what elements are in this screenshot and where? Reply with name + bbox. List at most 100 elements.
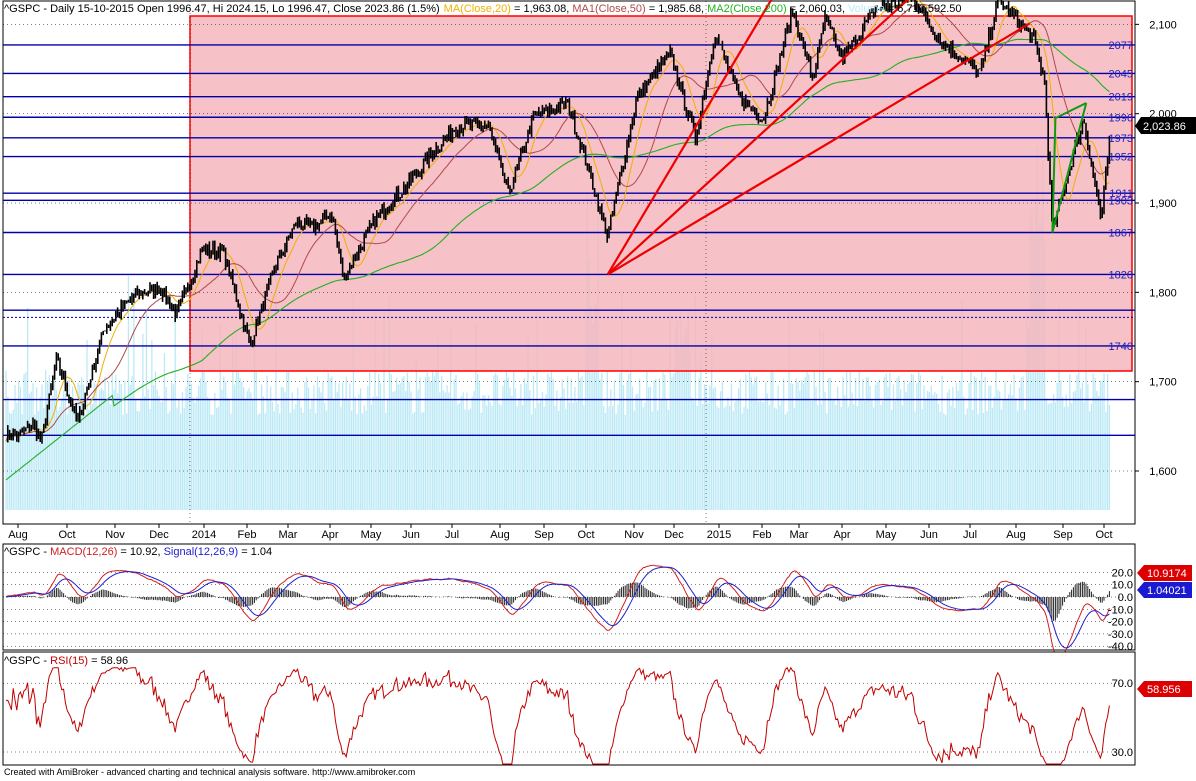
volume-bar bbox=[914, 411, 916, 510]
volume-bar bbox=[604, 412, 607, 510]
volume-bar bbox=[804, 376, 806, 510]
volume-bar bbox=[640, 399, 643, 510]
volume-bar bbox=[441, 376, 443, 510]
volume-bar bbox=[122, 414, 124, 510]
volume-bar bbox=[624, 414, 626, 510]
volume-bar bbox=[451, 399, 454, 510]
volume-bar bbox=[41, 384, 43, 510]
rsi-tick-label: 70.0 bbox=[1112, 678, 1133, 690]
price-tick-label: 1,800 bbox=[1149, 287, 1177, 299]
volume-bar bbox=[423, 412, 425, 510]
volume-bar bbox=[194, 402, 196, 510]
volume-bar bbox=[459, 403, 461, 510]
volume-bar bbox=[795, 378, 797, 510]
volume-bar bbox=[468, 410, 470, 510]
volume-bar bbox=[552, 379, 554, 510]
volume-bar bbox=[988, 385, 990, 510]
level-label: 1903 bbox=[1109, 195, 1133, 207]
volume-bar bbox=[714, 386, 716, 510]
volume-bar bbox=[786, 411, 788, 510]
volume-bar bbox=[174, 318, 176, 510]
volume-bar bbox=[876, 381, 878, 510]
date-tick-label: Dec bbox=[664, 529, 684, 541]
volume-bar bbox=[306, 377, 308, 510]
volume-bar bbox=[1006, 400, 1008, 510]
volume-bar bbox=[613, 380, 616, 510]
date-tick-label: Mar bbox=[279, 529, 298, 541]
volume-bar bbox=[387, 399, 389, 510]
volume-bar bbox=[889, 372, 891, 510]
volume-bar bbox=[385, 412, 387, 510]
volume-bar bbox=[273, 411, 275, 510]
volume-bar bbox=[1018, 387, 1021, 510]
volume-bar bbox=[489, 402, 491, 510]
volume-bar bbox=[646, 370, 648, 510]
volume-bar bbox=[478, 382, 481, 510]
volume-bar bbox=[802, 383, 805, 510]
macd-badge-text: 10.9174 bbox=[1147, 568, 1187, 580]
signal-badge-text: 1.04021 bbox=[1147, 585, 1187, 597]
volume-bar bbox=[514, 388, 517, 510]
volume-bar bbox=[1063, 406, 1066, 510]
volume-bar bbox=[401, 378, 403, 510]
last-price-badge: 2,023.86 bbox=[1135, 117, 1196, 134]
rsi-panel: 70.0 30.0 ^GSPC - RSI(15) = 58.96 58.956 bbox=[2, 651, 1192, 766]
volume-bar bbox=[592, 324, 594, 510]
volume-bar bbox=[930, 385, 932, 510]
volume-bar bbox=[493, 375, 495, 510]
volume-bar bbox=[117, 393, 119, 510]
volume-bar bbox=[302, 412, 304, 510]
volume-bar bbox=[108, 381, 110, 510]
volume-bar bbox=[547, 373, 549, 510]
volume-bar bbox=[531, 414, 533, 510]
volume-bar bbox=[680, 310, 682, 510]
volume-bar bbox=[208, 398, 211, 510]
volume-bar bbox=[370, 404, 373, 510]
volume-bar bbox=[910, 373, 913, 510]
volume-bar bbox=[669, 312, 671, 510]
volume-bar bbox=[779, 405, 781, 510]
volume-bar bbox=[464, 409, 466, 510]
volume-bar bbox=[466, 392, 468, 510]
volume-bar bbox=[963, 396, 965, 510]
date-tick-label: 2015 bbox=[707, 529, 731, 541]
volume-bar bbox=[532, 375, 535, 510]
macd-tick-label: -10.0 bbox=[1108, 604, 1133, 616]
volume-bar bbox=[124, 380, 126, 510]
volume-bar bbox=[666, 400, 668, 510]
volume-bar bbox=[351, 410, 353, 510]
level-label: 1911 bbox=[1109, 188, 1133, 200]
volume-bar bbox=[61, 399, 63, 510]
volume-bar bbox=[394, 390, 396, 510]
volume-bar bbox=[676, 318, 679, 510]
volume-bar bbox=[770, 372, 772, 510]
volume-bar bbox=[855, 377, 857, 510]
level-label: 1867 bbox=[1109, 227, 1133, 239]
rsi-legend: RSI(15) bbox=[50, 655, 88, 667]
volume-bar bbox=[599, 379, 601, 510]
volume-bar bbox=[559, 397, 562, 510]
volume-bar bbox=[945, 414, 947, 510]
volume-bar bbox=[10, 413, 13, 510]
volume-bar bbox=[637, 393, 639, 510]
volume-bar bbox=[205, 381, 207, 510]
volume-bar bbox=[612, 405, 614, 510]
volume-bar bbox=[1053, 394, 1055, 510]
volume-bar bbox=[21, 414, 23, 510]
volume-bar bbox=[1065, 394, 1067, 510]
volume-bar bbox=[1011, 395, 1013, 510]
volume-bar bbox=[1103, 373, 1105, 510]
volume-bar bbox=[343, 398, 346, 510]
volume-bar bbox=[336, 392, 338, 510]
date-tick-label: Mar bbox=[790, 529, 809, 541]
volume-bar bbox=[549, 376, 551, 510]
date-tick-label: Oct bbox=[58, 529, 75, 541]
volume-bar bbox=[25, 372, 27, 510]
volume-bar bbox=[887, 386, 889, 510]
volume-bar bbox=[390, 374, 392, 510]
date-tick-label: Feb bbox=[753, 529, 772, 541]
volume-bar bbox=[250, 392, 252, 510]
volume-bar bbox=[550, 371, 553, 510]
volume-bar bbox=[201, 330, 203, 510]
volume-bar bbox=[66, 414, 68, 510]
